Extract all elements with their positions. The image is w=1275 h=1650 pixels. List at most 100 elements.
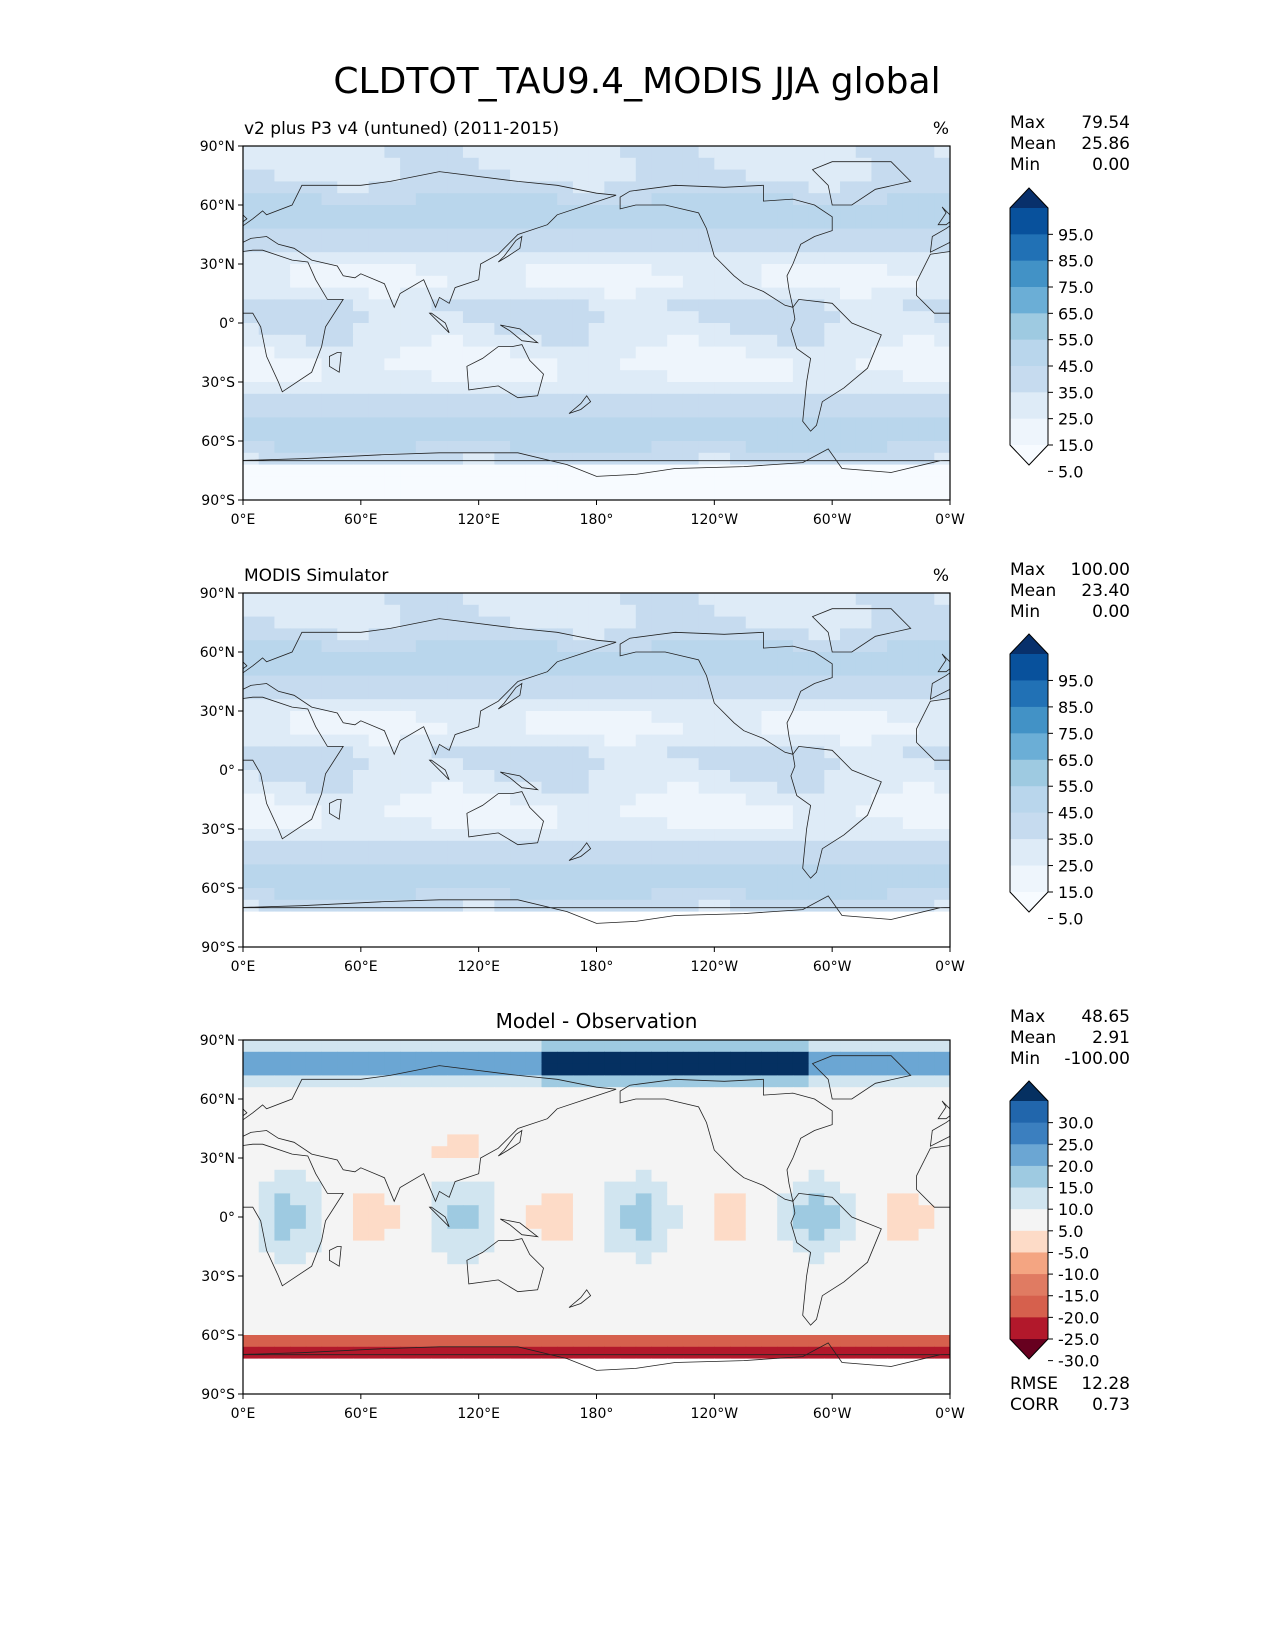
heatmap-cell [840,1099,857,1112]
heatmap-cell [337,829,354,842]
heatmap-cell [730,157,747,171]
heatmap-cell [855,240,872,253]
heatmap-cell [274,1335,291,1348]
heatmap-cell [494,1358,511,1371]
heatmap-cell [667,770,684,783]
heatmap-cell [274,793,291,806]
heatmap-cell [918,864,935,877]
heatmap-cell [337,758,354,771]
heatmap-cell [651,923,668,936]
heatmap-cell [572,923,590,936]
heatmap-cell [871,675,888,688]
heatmap-cell [368,488,385,500]
heatmap-cell [510,1146,527,1159]
heatmap-cell [321,169,338,182]
heatmap-cell [824,146,841,159]
heatmap-cell [541,1099,558,1112]
heatmap-cell [337,157,354,171]
heatmap-cell [761,1087,778,1100]
heatmap-cell [352,252,370,265]
heatmap-cell [384,1040,401,1053]
heatmap-cell [808,734,825,747]
heatmap-cell [337,464,354,477]
heatmap-cell [730,405,747,418]
heatmap-cell [557,1134,574,1147]
heatmap-cell [368,593,385,606]
heatmap-cell [667,864,684,877]
heatmap-cell [934,1276,950,1289]
heatmap-cell [541,393,558,407]
heatmap-cell [840,829,857,842]
heatmap-cell [730,1252,747,1265]
heatmap-cell [258,911,275,924]
heatmap-cell [384,1240,401,1253]
heatmap-cell [431,488,448,500]
heatmap-cell [824,1181,841,1194]
colorbar-tick-label: 25.0 [1058,857,1094,876]
heatmap-cell [494,687,511,700]
heatmap-cell [667,1217,684,1230]
heatmap-cell [462,1382,480,1394]
heatmap-cell [887,429,904,442]
heatmap-cell [431,699,448,712]
colorbar-segment [1010,1230,1048,1253]
heatmap-cell [887,687,904,700]
coastline [500,771,539,791]
heatmap-cell [400,675,417,688]
heatmap-cell [934,876,950,889]
heatmap-cell [525,240,543,253]
heatmap-cell [824,793,841,806]
heatmap-cell [824,781,841,795]
heatmap-cell [871,417,888,430]
heatmap-cell [431,829,448,842]
heatmap-cell [478,758,495,771]
heatmap-cell [352,793,370,806]
heatmap-cell [730,628,747,641]
heatmap-cell [243,1287,260,1301]
heatmap-cell [415,1264,433,1277]
heatmap-cell [808,1169,825,1183]
heatmap-cell [777,1287,794,1301]
heatmap-cell [352,346,370,359]
heatmap-cell [290,1240,307,1253]
heatmap-cell [305,711,323,724]
heatmap-cell [415,1205,433,1218]
heatmap-cell [855,193,872,206]
coastline [811,1055,912,1100]
heatmap-cell [918,888,935,901]
heatmap-cell [400,1169,417,1183]
heatmap-cell [510,852,527,865]
heatmap-cell [620,252,637,265]
heatmap-cell [462,299,480,312]
lon-tick-label: 180° [580,512,614,528]
heatmap-cell [620,488,637,500]
heatmap-cell [635,663,652,677]
heatmap-cell [510,405,527,418]
heatmap-cell [258,758,275,771]
heatmap-cell [620,1181,637,1194]
heatmap-cell [918,1299,935,1312]
heatmap-cell [918,1051,935,1065]
heatmap-cell [714,805,731,818]
heatmap-cell [431,393,448,407]
heatmap-cell [887,628,904,641]
heatmap-cell [808,488,825,500]
heatmap-cell [541,264,558,277]
heatmap-cell [651,1370,668,1383]
heatmap-cell [667,1099,684,1112]
heatmap-cell [243,935,260,947]
heatmap-cell [541,852,558,865]
heatmap-cell [572,193,590,206]
heatmap-cell [761,1370,778,1383]
heatmap-cell [243,852,260,865]
heatmap-cell [887,1323,904,1336]
heatmap-cell [290,405,307,418]
heatmap-cell [462,1358,480,1371]
heatmap-cell [478,358,495,371]
heatmap-cell [824,699,841,712]
heatmap-cell [525,1169,543,1183]
heatmap-cell [478,1075,495,1088]
heatmap-cell [478,1099,495,1112]
heatmap-cell [588,604,605,618]
heatmap-cell [431,275,448,289]
